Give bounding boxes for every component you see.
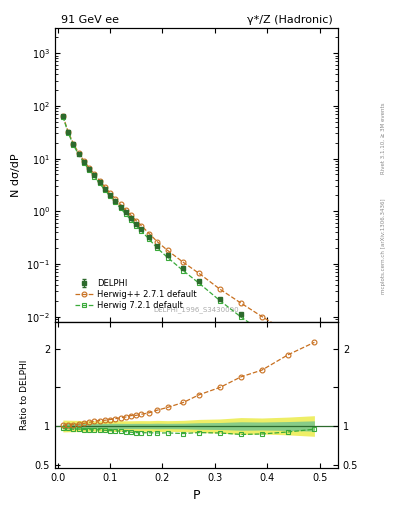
Herwig 7.2.1 default: [155, 245, 160, 251]
Herwig 7.2.1 default: [134, 223, 139, 229]
Line: Herwig++ 2.7.1 default: Herwig++ 2.7.1 default: [61, 113, 317, 351]
Text: mcplots.cern.ch [arXiv:1306.3436]: mcplots.cern.ch [arXiv:1306.3436]: [381, 198, 386, 293]
X-axis label: P: P: [193, 489, 200, 502]
Herwig++ 2.7.1 default: [103, 184, 107, 190]
Herwig 7.2.1 default: [97, 180, 102, 186]
Herwig++ 2.7.1 default: [118, 201, 123, 207]
Herwig++ 2.7.1 default: [113, 196, 118, 202]
Text: 91 GeV ee: 91 GeV ee: [61, 15, 119, 25]
Herwig++ 2.7.1 default: [87, 165, 92, 171]
Herwig++ 2.7.1 default: [66, 129, 70, 135]
Herwig 7.2.1 default: [181, 268, 186, 274]
Herwig 7.2.1 default: [218, 297, 222, 304]
Herwig 7.2.1 default: [123, 211, 128, 217]
Text: γ*/Z (Hadronic): γ*/Z (Hadronic): [246, 15, 332, 25]
Herwig++ 2.7.1 default: [123, 207, 128, 213]
Herwig++ 2.7.1 default: [286, 329, 290, 335]
Text: Rivet 3.1.10, ≥ 3M events: Rivet 3.1.10, ≥ 3M events: [381, 102, 386, 174]
Herwig 7.2.1 default: [87, 167, 92, 173]
Herwig++ 2.7.1 default: [165, 247, 170, 253]
Y-axis label: N dσ/dP: N dσ/dP: [11, 153, 21, 197]
Herwig 7.2.1 default: [147, 237, 152, 243]
Herwig++ 2.7.1 default: [92, 171, 97, 177]
Herwig 7.2.1 default: [129, 217, 133, 223]
Herwig++ 2.7.1 default: [108, 190, 112, 196]
Herwig++ 2.7.1 default: [61, 113, 65, 119]
Herwig++ 2.7.1 default: [129, 212, 133, 218]
Herwig 7.2.1 default: [260, 329, 264, 335]
Y-axis label: Ratio to DELPHI: Ratio to DELPHI: [20, 360, 29, 430]
Herwig 7.2.1 default: [286, 346, 290, 352]
Herwig 7.2.1 default: [71, 142, 76, 148]
Herwig 7.2.1 default: [81, 160, 86, 166]
Text: DELPHI_1996_S3430090: DELPHI_1996_S3430090: [154, 306, 239, 313]
Herwig++ 2.7.1 default: [260, 313, 264, 319]
Herwig++ 2.7.1 default: [147, 230, 152, 237]
Herwig 7.2.1 default: [139, 228, 144, 234]
Legend: DELPHI, Herwig++ 2.7.1 default, Herwig 7.2.1 default: DELPHI, Herwig++ 2.7.1 default, Herwig 7…: [73, 277, 198, 312]
Herwig 7.2.1 default: [108, 193, 112, 199]
Herwig 7.2.1 default: [312, 363, 317, 369]
Herwig 7.2.1 default: [103, 187, 107, 193]
Herwig 7.2.1 default: [197, 280, 202, 286]
Herwig++ 2.7.1 default: [81, 158, 86, 164]
Line: Herwig 7.2.1 default: Herwig 7.2.1 default: [61, 114, 317, 369]
Herwig++ 2.7.1 default: [218, 286, 222, 292]
Herwig 7.2.1 default: [76, 152, 81, 158]
Herwig++ 2.7.1 default: [97, 178, 102, 184]
Herwig 7.2.1 default: [165, 254, 170, 261]
Herwig++ 2.7.1 default: [181, 259, 186, 265]
Herwig 7.2.1 default: [113, 199, 118, 205]
Herwig 7.2.1 default: [66, 130, 70, 136]
Herwig 7.2.1 default: [92, 174, 97, 180]
Herwig++ 2.7.1 default: [155, 239, 160, 245]
Herwig++ 2.7.1 default: [312, 345, 317, 351]
Herwig++ 2.7.1 default: [71, 140, 76, 146]
Herwig++ 2.7.1 default: [239, 300, 243, 306]
Herwig++ 2.7.1 default: [139, 223, 144, 229]
Herwig 7.2.1 default: [239, 314, 243, 320]
Herwig++ 2.7.1 default: [134, 218, 139, 224]
Herwig 7.2.1 default: [118, 205, 123, 211]
Herwig++ 2.7.1 default: [197, 270, 202, 276]
Herwig 7.2.1 default: [61, 114, 65, 120]
Herwig++ 2.7.1 default: [76, 150, 81, 156]
